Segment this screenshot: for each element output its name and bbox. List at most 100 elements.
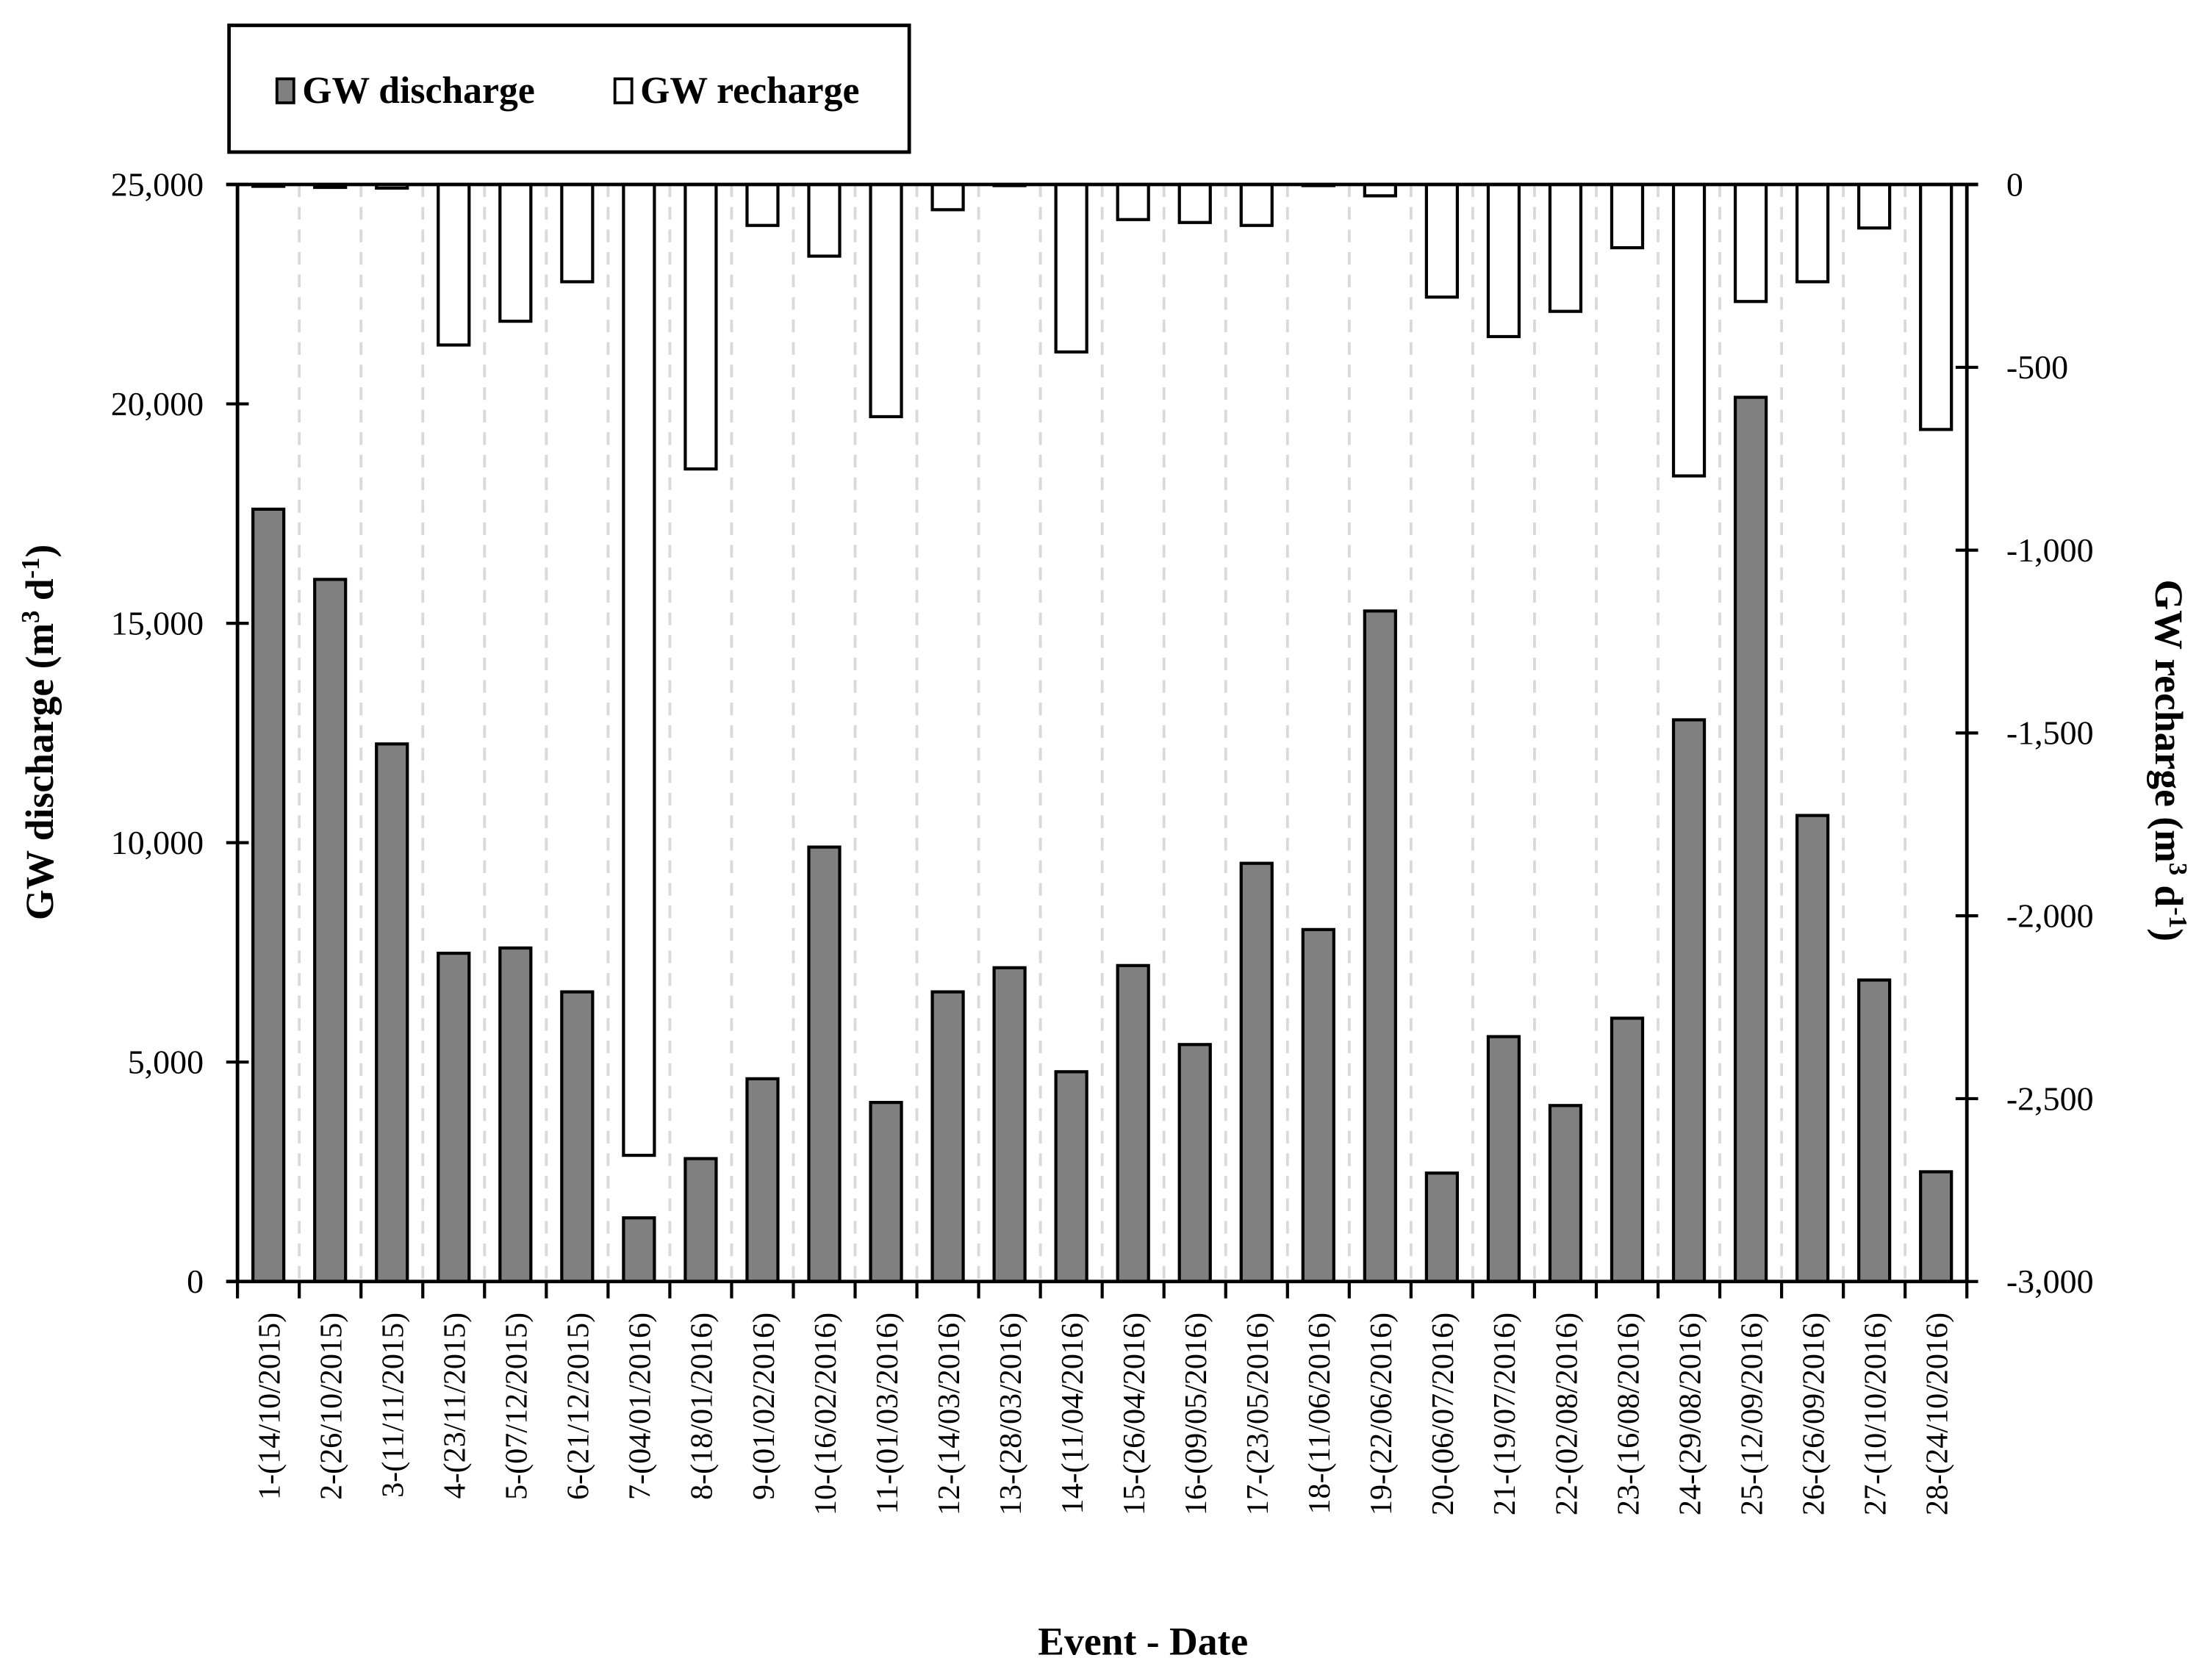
recharge-bar bbox=[684, 182, 718, 471]
recharge-bar bbox=[1177, 182, 1212, 224]
x-category-label: 7-(04/01/2016) bbox=[623, 1313, 658, 1500]
recharge-bar bbox=[437, 182, 471, 347]
recharge-bar bbox=[1671, 182, 1707, 478]
x-category-label: 5-(07/12/2015) bbox=[500, 1313, 534, 1500]
x-category-label: 17-(23/05/2016) bbox=[1241, 1313, 1275, 1515]
x-category-label: 2-(26/10/2015) bbox=[315, 1313, 349, 1500]
x-category-label: 26-(26/09/2016) bbox=[1796, 1313, 1831, 1515]
gridlines bbox=[298, 184, 1907, 1282]
recharge-bar bbox=[1795, 182, 1830, 284]
discharge-bar bbox=[498, 946, 533, 1283]
discharge-bar bbox=[1795, 814, 1830, 1283]
discharge-bar bbox=[1116, 963, 1150, 1283]
discharge-bar bbox=[251, 507, 286, 1283]
legend-box bbox=[227, 24, 911, 154]
discharge-bar bbox=[1177, 1043, 1212, 1283]
left-y-axis-title: GW discharge (m3 d-1) bbox=[17, 545, 62, 920]
x-category-label: 28-(24/10/2016) bbox=[1920, 1313, 1955, 1515]
x-category-label: 19-(22/06/2016) bbox=[1364, 1313, 1399, 1515]
x-category-label: 6-(21/12/2015) bbox=[562, 1313, 596, 1500]
discharge-bar bbox=[313, 578, 348, 1283]
left-y-title-end: ) bbox=[18, 545, 62, 558]
left-y-tick-label: 20,000 bbox=[111, 385, 204, 423]
discharge-bar bbox=[1919, 1170, 1954, 1283]
discharge-bar bbox=[1733, 395, 1768, 1283]
x-axis-title: Event - Date bbox=[1038, 1620, 1248, 1664]
recharge-bar bbox=[1486, 182, 1521, 339]
left-y-title-sup2: -1 bbox=[17, 558, 45, 579]
x-category-label: 22-(02/08/2016) bbox=[1549, 1313, 1584, 1515]
recharge-bar bbox=[1857, 182, 1892, 230]
discharge-bar bbox=[1301, 927, 1335, 1283]
x-category-label: 16-(09/05/2016) bbox=[1179, 1313, 1213, 1515]
x-category-label: 14-(11/04/2016) bbox=[1055, 1313, 1090, 1515]
x-category-label: 21-(19/07/2016) bbox=[1488, 1313, 1522, 1515]
left-y-axis-ticks: 0 5,000 10,000 15,000 20,000 25,000 bbox=[111, 165, 249, 1300]
recharge-bar bbox=[560, 182, 595, 284]
x-category-label: 15-(26/04/2016) bbox=[1117, 1313, 1152, 1515]
x-category-label: 4-(23/11/2015) bbox=[438, 1313, 473, 1499]
x-axis-tick-labels: 1-(14/10/2015) 2-(26/10/2015) 3-(11/11/201… bbox=[252, 1313, 1954, 1515]
x-category-label: 1-(14/10/2015) bbox=[252, 1313, 287, 1500]
left-y-tick-label: 15,000 bbox=[111, 604, 204, 642]
discharge-bar bbox=[684, 1157, 718, 1283]
x-category-label: 8-(18/01/2016) bbox=[685, 1313, 720, 1500]
right-y-tick-label: -2,000 bbox=[2006, 897, 2094, 934]
discharge-bar bbox=[1671, 718, 1707, 1283]
legend-discharge-swatch bbox=[275, 77, 295, 104]
right-y-title-sup2: -1 bbox=[2164, 907, 2192, 928]
recharge-bar bbox=[1733, 182, 1768, 304]
discharge-bar bbox=[1486, 1035, 1521, 1283]
discharge-bar bbox=[622, 1216, 656, 1283]
right-y-title-text: GW recharge (m bbox=[2147, 580, 2191, 863]
recharge-bar bbox=[869, 182, 903, 419]
discharge-bar bbox=[807, 845, 842, 1283]
x-category-label: 23-(16/08/2016) bbox=[1611, 1313, 1646, 1515]
left-y-tick-label: 0 bbox=[187, 1263, 204, 1300]
recharge-bar bbox=[1054, 182, 1088, 354]
recharge-bar bbox=[1919, 182, 1954, 431]
recharge-bar bbox=[807, 182, 842, 258]
right-y-tick-label: -2,500 bbox=[2006, 1080, 2094, 1117]
left-y-title-sup: 3 bbox=[17, 611, 45, 623]
discharge-bar bbox=[1548, 1104, 1583, 1283]
right-y-tick-label: 0 bbox=[2006, 165, 2023, 203]
x-category-label: 25-(12/09/2016) bbox=[1734, 1313, 1769, 1515]
discharge-bar bbox=[560, 990, 595, 1283]
left-y-title-text: GW discharge (m bbox=[18, 623, 62, 920]
recharge-bar bbox=[1116, 182, 1150, 221]
right-y-tick-label: -1,000 bbox=[2006, 531, 2094, 569]
recharge-bar bbox=[1548, 182, 1583, 313]
x-category-label: 13-(28/03/2016) bbox=[994, 1313, 1028, 1515]
discharge-bar bbox=[1857, 978, 1892, 1283]
discharge-bar bbox=[745, 1077, 780, 1283]
recharge-bar bbox=[1610, 182, 1645, 250]
x-category-label: 24-(29/08/2016) bbox=[1673, 1313, 1707, 1515]
right-y-title-text2: d bbox=[2147, 875, 2191, 907]
right-y-tick-label: -500 bbox=[2006, 348, 2068, 386]
discharge-bar bbox=[930, 990, 965, 1283]
right-y-axis-title: GW recharge (m3 d-1) bbox=[2147, 580, 2192, 941]
x-category-label: 10-(16/02/2016) bbox=[808, 1313, 843, 1515]
x-category-label: 9-(01/02/2016) bbox=[747, 1313, 781, 1500]
x-category-label: 3-(11/11/2015) bbox=[376, 1313, 411, 1498]
x-category-label: 12-(14/03/2016) bbox=[932, 1313, 966, 1515]
recharge-bar bbox=[1424, 182, 1459, 299]
left-y-tick-label: 10,000 bbox=[111, 824, 204, 861]
recharge-bar bbox=[498, 182, 533, 323]
discharge-bar bbox=[375, 742, 409, 1283]
x-category-label: 18-(11/06/2016) bbox=[1302, 1313, 1337, 1515]
discharge-bar bbox=[992, 966, 1027, 1283]
discharge-bar bbox=[869, 1101, 903, 1283]
x-category-label: 11-(01/03/2016) bbox=[870, 1313, 905, 1515]
left-y-tick-label: 25,000 bbox=[111, 165, 204, 203]
discharge-bar bbox=[437, 951, 471, 1283]
discharge-bars bbox=[251, 395, 1954, 1283]
left-y-title-text2: d bbox=[18, 578, 62, 610]
right-y-axis-ticks: 0 -500 -1,000 -1,500 -2,000 -2,500 -3,000 bbox=[1955, 165, 2094, 1300]
recharge-bar bbox=[1239, 182, 1274, 227]
recharge-bar bbox=[622, 182, 656, 1157]
right-y-title-sup: 3 bbox=[2164, 863, 2192, 875]
right-y-tick-label: -1,500 bbox=[2006, 714, 2094, 752]
